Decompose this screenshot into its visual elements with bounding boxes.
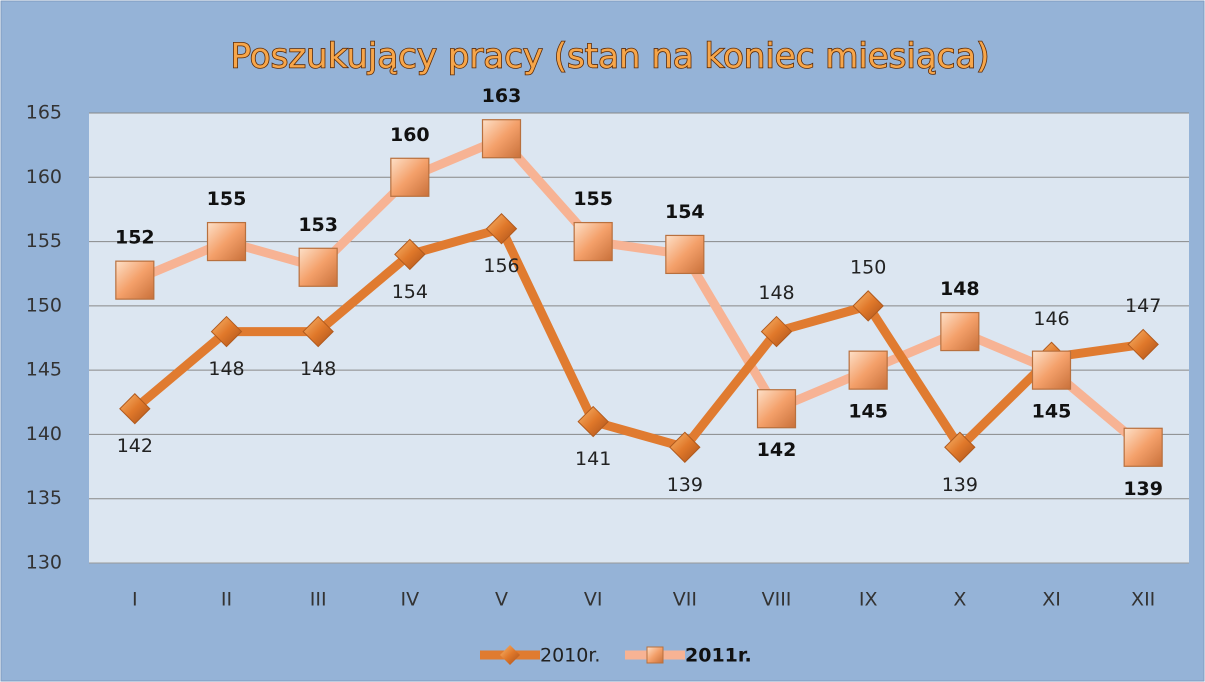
x-tick-label: X — [953, 589, 966, 611]
x-tick-label: VI — [584, 589, 603, 611]
y-tick-label: 135 — [26, 487, 62, 509]
data-label: 155 — [573, 188, 613, 210]
data-label: 145 — [848, 401, 888, 423]
marker — [756, 389, 797, 429]
data-label: 142 — [757, 439, 797, 461]
legend-label: 2011r. — [685, 645, 752, 667]
data-label: 148 — [300, 358, 336, 380]
marker — [206, 221, 247, 262]
x-tick-label: VIII — [762, 589, 792, 611]
marker — [210, 315, 243, 348]
marker — [119, 393, 151, 425]
y-tick-label: 160 — [26, 166, 62, 188]
y-tick-label: 150 — [26, 294, 62, 316]
x-tick-label: XII — [1131, 589, 1155, 611]
x-tick-label: IV — [401, 589, 420, 611]
data-label: 160 — [390, 124, 430, 146]
marker — [669, 431, 701, 463]
x-tick-label: I — [132, 589, 138, 611]
marker — [848, 350, 888, 390]
marker — [302, 315, 334, 348]
x-tick-label: VII — [673, 589, 697, 611]
data-label: 152 — [115, 227, 155, 249]
y-tick-label: 145 — [26, 359, 62, 381]
y-tick-label: 140 — [26, 423, 62, 445]
x-tick-label: II — [221, 589, 232, 611]
x-tick-label: V — [495, 589, 508, 611]
data-label: 141 — [575, 448, 611, 470]
marker — [573, 221, 613, 262]
marker — [1031, 350, 1072, 390]
data-label: 147 — [1125, 295, 1161, 317]
data-label: 156 — [483, 255, 519, 277]
legend-marker — [646, 646, 664, 664]
x-tick-label: XI — [1042, 589, 1061, 611]
data-label: 145 — [1032, 401, 1072, 423]
marker — [1127, 328, 1159, 361]
marker — [115, 260, 155, 300]
data-label: 148 — [940, 278, 980, 300]
marker — [485, 213, 518, 245]
y-tick-label: 155 — [26, 230, 62, 252]
data-label: 153 — [298, 214, 338, 236]
marker — [760, 315, 793, 348]
marker — [852, 290, 884, 322]
legend-label: 2010r. — [540, 645, 600, 667]
marker — [577, 405, 609, 438]
data-label: 155 — [207, 188, 247, 210]
marker — [394, 238, 426, 271]
y-tick-label: 130 — [26, 552, 62, 574]
data-label: 146 — [1033, 308, 1069, 330]
marker — [665, 234, 705, 275]
marker — [944, 431, 976, 463]
x-tick-label: IX — [859, 589, 878, 611]
data-label: 148 — [208, 358, 244, 380]
marker — [1123, 427, 1163, 467]
marker — [940, 311, 980, 352]
data-label: 148 — [758, 282, 794, 304]
data-label: 142 — [117, 435, 153, 457]
data-label: 139 — [942, 474, 978, 496]
data-label: 163 — [482, 85, 522, 107]
data-label: 154 — [665, 201, 705, 223]
x-tick-label: III — [310, 589, 327, 611]
marker — [481, 119, 522, 159]
data-label: 150 — [850, 256, 886, 278]
y-tick-label: 165 — [26, 102, 62, 124]
marker — [298, 247, 338, 287]
legend-marker — [500, 645, 520, 665]
data-label: 139 — [667, 474, 703, 496]
data-label: 154 — [392, 281, 428, 303]
chart-title: Poszukujący pracy (stan na koniec miesią… — [231, 37, 990, 77]
marker — [390, 157, 430, 197]
data-label: 139 — [1123, 478, 1163, 500]
plot-area — [89, 113, 1189, 563]
